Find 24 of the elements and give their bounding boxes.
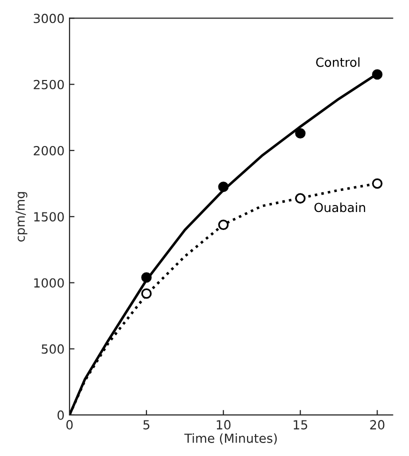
y-tick-label: 1000 <box>34 278 64 288</box>
x-tick-label: 15 <box>294 420 308 430</box>
x-tick-label: 10 <box>216 420 231 430</box>
y-tick-label: 2000 <box>34 146 64 156</box>
x-axis-title: Time (Minutes) <box>184 433 277 444</box>
point <box>141 272 152 283</box>
point <box>295 193 306 204</box>
y-tick-label: 3000 <box>34 14 64 24</box>
point <box>372 178 382 189</box>
y-axis-title: cpm/mg <box>16 192 28 242</box>
y-tick-label: 0 <box>58 410 64 420</box>
point <box>218 220 229 230</box>
y-tick-label: 1500 <box>34 212 64 222</box>
point <box>141 288 152 299</box>
series-label: Ouabain <box>314 202 366 212</box>
x-tick-label: 5 <box>143 420 150 430</box>
point <box>295 128 306 139</box>
x-tick-label: 0 <box>66 420 73 430</box>
series-label: Control <box>316 57 360 67</box>
point <box>218 182 229 192</box>
y-tick-label: 500 <box>42 344 64 354</box>
x-tick-label: 20 <box>370 420 384 430</box>
point <box>372 69 382 80</box>
y-tick-label: 2500 <box>34 80 64 90</box>
